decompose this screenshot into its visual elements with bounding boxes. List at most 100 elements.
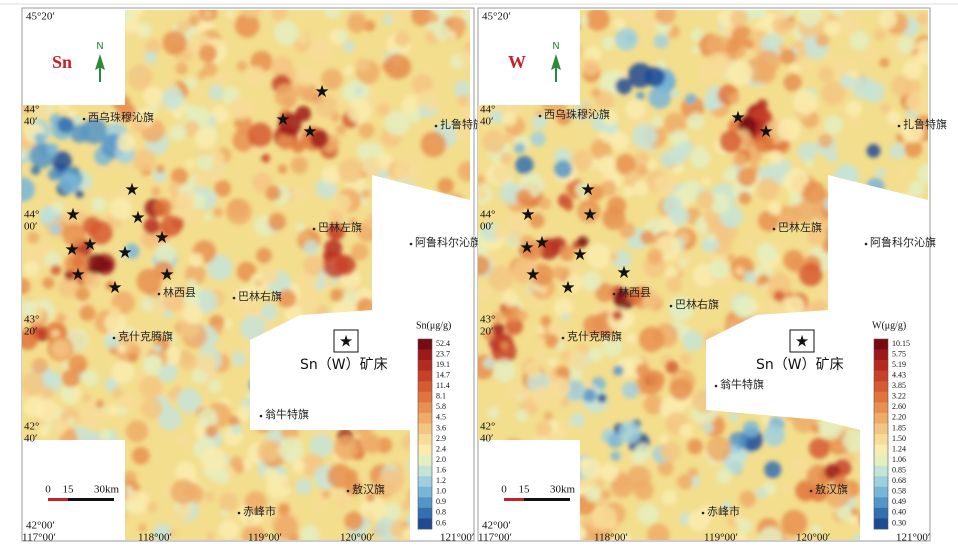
raster-cell [22, 371, 45, 396]
raster-cell [610, 451, 621, 462]
lat-label: 40′ [480, 116, 493, 128]
raster-cell [295, 478, 312, 495]
deposit-star: ★ [519, 238, 534, 258]
place-dot [538, 114, 542, 118]
raster-cell [560, 397, 571, 408]
raster-cell [170, 479, 197, 505]
legend-label: 5.19 [892, 360, 906, 369]
raster-cell [913, 39, 928, 66]
raster-cell [168, 528, 178, 538]
raster-cell [489, 110, 503, 125]
raster-cell [363, 436, 382, 454]
raster-cell [561, 266, 571, 276]
raster-cell [22, 328, 39, 350]
raster-cell [500, 152, 513, 165]
raster-cell [797, 142, 817, 162]
legend-swatch [874, 391, 888, 403]
raster-cell [30, 165, 41, 176]
raster-cell [687, 438, 703, 455]
legend-swatch [418, 370, 432, 382]
raster-cell [771, 240, 781, 250]
raster-cell [737, 167, 757, 187]
raster-cell [613, 17, 626, 30]
raster-cell [703, 95, 720, 112]
legend-label: 2.60 [892, 402, 906, 411]
place-label: 敖汉旗 [815, 482, 848, 496]
raster-cell [647, 370, 665, 389]
raster-cell [184, 104, 197, 117]
raster-cell [626, 465, 652, 490]
raster-cell [104, 311, 127, 335]
raster-cell [75, 286, 90, 302]
raster-cell [322, 252, 349, 278]
raster-cell [777, 117, 801, 142]
raster-cell [721, 501, 732, 511]
raster-cell [679, 258, 688, 267]
raster-cell [140, 228, 162, 250]
raster-cell [22, 277, 31, 295]
raster-cell [329, 209, 344, 223]
raster-cell [72, 115, 82, 125]
raster-cell [682, 330, 703, 352]
raster-cell [101, 259, 112, 271]
raster-cell [49, 223, 62, 235]
north-arrow [95, 54, 105, 82]
raster-cell [758, 210, 780, 232]
raster-cell [260, 303, 278, 321]
raster-cell [196, 153, 213, 171]
raster-cell [670, 88, 680, 98]
raster-cell [492, 165, 511, 184]
raster-cell [630, 449, 646, 465]
raster-cell [661, 489, 677, 506]
raster-cell [82, 393, 92, 403]
legend-swatch [874, 349, 888, 361]
raster-cell [916, 12, 928, 25]
legend-swatch [418, 391, 432, 403]
raster-cell [245, 517, 254, 526]
legend-label: 1.6 [436, 465, 446, 474]
raster-cell [861, 45, 879, 63]
raster-cell [503, 132, 514, 143]
raster-cell [597, 393, 607, 403]
deposit-star: ★ [302, 122, 317, 142]
raster-cell [303, 88, 318, 103]
raster-cell [640, 230, 655, 245]
legend-swatch [874, 360, 888, 371]
raster-cell [900, 119, 924, 143]
raster-cell [659, 441, 681, 462]
raster-cell [729, 412, 739, 422]
legend-label: 1.50 [892, 434, 906, 443]
scale-bar-black [68, 498, 114, 501]
raster-cell [169, 124, 187, 141]
raster-cell [648, 86, 672, 109]
legend-swatch [874, 381, 888, 393]
raster-cell [685, 93, 697, 105]
lat-label: 40′ [24, 433, 37, 445]
deposit-star: ★ [82, 235, 97, 255]
raster-cell [617, 532, 631, 540]
legend-swatch [418, 476, 432, 488]
raster-cell [703, 423, 714, 434]
raster-cell [726, 38, 741, 53]
raster-cell [420, 131, 447, 158]
raster-cell [312, 505, 321, 514]
raster-cell [203, 213, 212, 222]
raster-cell [886, 110, 901, 125]
deposit-star: ★ [572, 245, 587, 265]
place-dot [714, 384, 718, 388]
raster-cell [411, 10, 433, 26]
raster-cell [602, 109, 618, 126]
raster-cell [236, 60, 248, 72]
raster-cell [532, 114, 547, 130]
place-dot [864, 242, 868, 246]
legend-label: 19.1 [436, 360, 450, 369]
place-label: 阿鲁科尔沁旗 [870, 235, 936, 249]
lon-label: 117°00′ [22, 532, 56, 544]
raster-cell [726, 253, 736, 263]
raster-cell [23, 260, 40, 277]
raster-cell [655, 10, 676, 25]
raster-cell [109, 306, 122, 318]
raster-cell [602, 336, 623, 357]
raster-cell [767, 272, 791, 296]
raster-cell [277, 164, 288, 174]
